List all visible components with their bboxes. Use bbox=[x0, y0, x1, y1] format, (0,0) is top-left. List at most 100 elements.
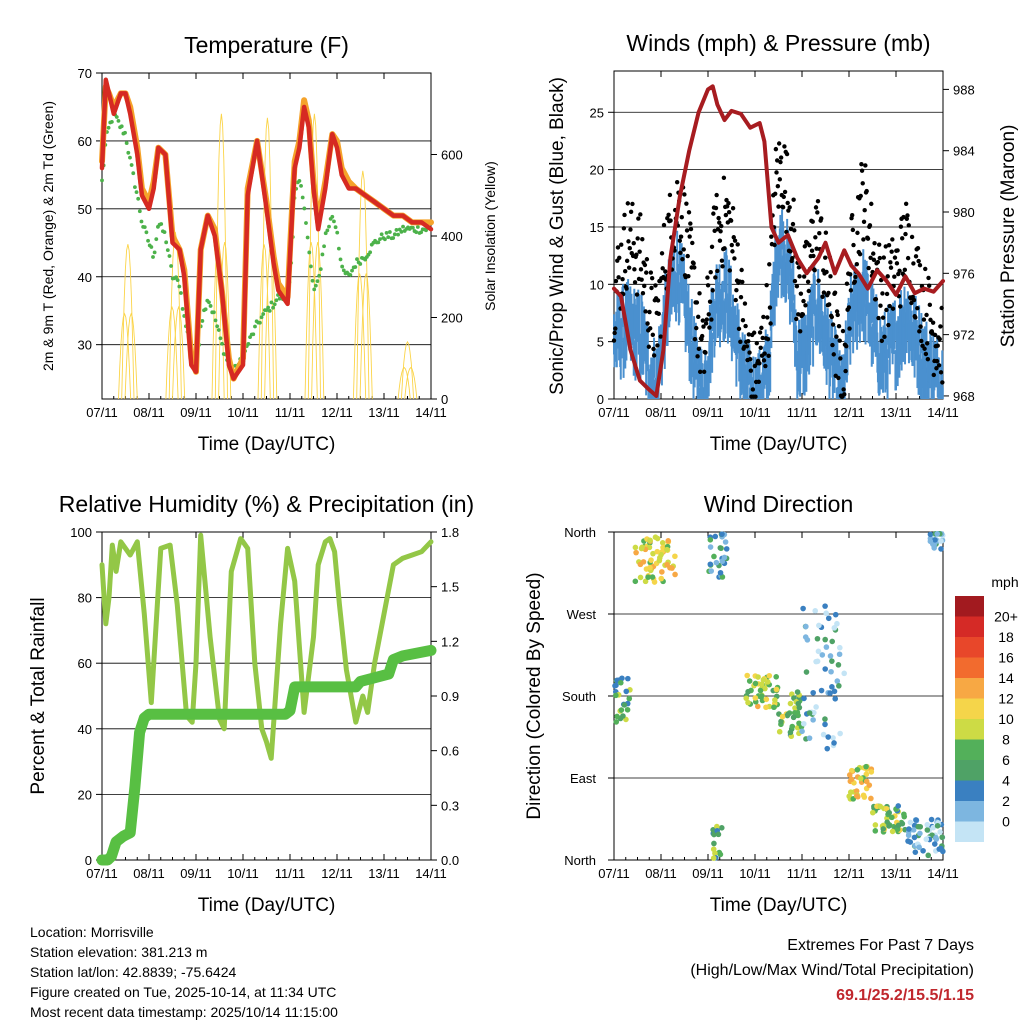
direction-point bbox=[792, 705, 798, 711]
dewpoint-point bbox=[246, 342, 251, 346]
gust-point bbox=[700, 318, 706, 323]
station-info: Location: Morrisville Station elevation:… bbox=[30, 922, 338, 1022]
gust-point bbox=[861, 219, 867, 225]
gust-point bbox=[723, 212, 729, 218]
dewpoint-point bbox=[220, 341, 224, 346]
gust-point bbox=[622, 269, 628, 274]
precip-line bbox=[96, 644, 437, 866]
temp-ylabel-right: Solar Insolation (Yellow) bbox=[482, 161, 498, 311]
direction-point bbox=[934, 531, 941, 537]
gust-point bbox=[681, 247, 686, 252]
direction-point bbox=[810, 717, 816, 723]
wind-xtick-label: 08/11 bbox=[645, 405, 677, 420]
dewpoint-point bbox=[215, 324, 220, 329]
gust-point bbox=[801, 298, 806, 304]
direction-point bbox=[822, 636, 828, 643]
gust-point bbox=[901, 214, 906, 220]
gust-point bbox=[846, 305, 852, 310]
direction-point bbox=[816, 622, 822, 629]
direction-point bbox=[825, 615, 832, 622]
temp-xtick-label: 07/11 bbox=[86, 405, 118, 420]
direction-point bbox=[617, 679, 624, 686]
gust-point bbox=[813, 235, 818, 240]
direction-point bbox=[778, 718, 784, 725]
legend-label: 0 bbox=[1002, 814, 1010, 830]
dewpoint-point bbox=[401, 224, 405, 229]
gust-point bbox=[738, 294, 744, 300]
dewpoint-point bbox=[322, 244, 326, 249]
direction-point bbox=[621, 702, 628, 708]
direction-point bbox=[930, 824, 937, 831]
gust-point bbox=[626, 265, 632, 270]
dewpoint-point bbox=[387, 230, 392, 234]
direction-point bbox=[886, 809, 892, 816]
gust-point bbox=[688, 226, 694, 232]
direction-point bbox=[822, 716, 828, 722]
dewpoint-point bbox=[391, 236, 396, 240]
gust-point bbox=[794, 316, 799, 322]
direction-point bbox=[745, 699, 751, 706]
gust-point bbox=[921, 317, 927, 322]
gust-point bbox=[785, 200, 790, 206]
gust-point bbox=[939, 305, 944, 311]
direction-point bbox=[901, 813, 908, 820]
gust-point bbox=[925, 341, 930, 346]
gust-point bbox=[613, 326, 618, 331]
gust-point bbox=[638, 267, 644, 272]
direction-point bbox=[648, 557, 654, 563]
gust-point bbox=[909, 234, 915, 240]
gust-point bbox=[784, 151, 790, 157]
gust-point bbox=[867, 223, 873, 228]
gust-point bbox=[697, 291, 702, 296]
dewpoint-point bbox=[309, 264, 313, 269]
direction-point bbox=[895, 803, 902, 809]
direction-point bbox=[814, 635, 821, 642]
direction-point bbox=[924, 827, 931, 833]
gust-point bbox=[687, 234, 692, 239]
dir-xlabel: Time (Day/UTC) bbox=[710, 895, 848, 916]
dewpoint-point bbox=[175, 278, 180, 282]
dewpoint-point bbox=[392, 232, 397, 237]
gust-point bbox=[781, 194, 786, 200]
gust-point bbox=[717, 238, 723, 243]
direction-point bbox=[707, 561, 714, 568]
dewpoint-point bbox=[304, 221, 308, 225]
direction-point bbox=[638, 545, 645, 552]
legend-label: 12 bbox=[998, 691, 1014, 707]
gust-point bbox=[876, 315, 881, 321]
wind-ytick-label: 15 bbox=[590, 220, 604, 235]
direction-point bbox=[832, 611, 839, 618]
gust-point bbox=[805, 279, 811, 285]
gust-point bbox=[620, 277, 625, 282]
direction-point bbox=[623, 688, 630, 695]
gust-point bbox=[873, 296, 879, 302]
direction-point bbox=[717, 851, 724, 858]
dewpoint-point bbox=[274, 298, 279, 303]
direction-point bbox=[763, 704, 769, 711]
gust-point bbox=[638, 212, 643, 217]
rh-y2tick-label: 1.8 bbox=[441, 525, 459, 540]
rh-xtick-label: 07/11 bbox=[86, 866, 118, 881]
dewpoint-point bbox=[394, 228, 399, 232]
gust-point bbox=[926, 283, 932, 288]
gust-point bbox=[894, 261, 900, 266]
gust-point bbox=[776, 204, 781, 209]
gust-point bbox=[859, 161, 864, 167]
gust-point bbox=[834, 309, 840, 314]
direction-point bbox=[938, 845, 944, 852]
gust-point bbox=[650, 332, 656, 337]
direction-point bbox=[913, 817, 919, 823]
gust-point bbox=[797, 274, 802, 279]
dewpoint-point bbox=[133, 185, 137, 189]
gust-point bbox=[703, 350, 708, 355]
direction-point bbox=[619, 675, 625, 682]
temp-ytick-label: 40 bbox=[78, 270, 92, 285]
direction-point bbox=[836, 651, 843, 658]
gust-point bbox=[616, 275, 621, 280]
gust-point bbox=[774, 170, 779, 175]
direction-point bbox=[723, 546, 730, 552]
gust-point bbox=[778, 159, 783, 165]
gust-point bbox=[640, 291, 646, 296]
gust-point bbox=[763, 363, 768, 369]
dewpoint-point bbox=[299, 183, 303, 188]
